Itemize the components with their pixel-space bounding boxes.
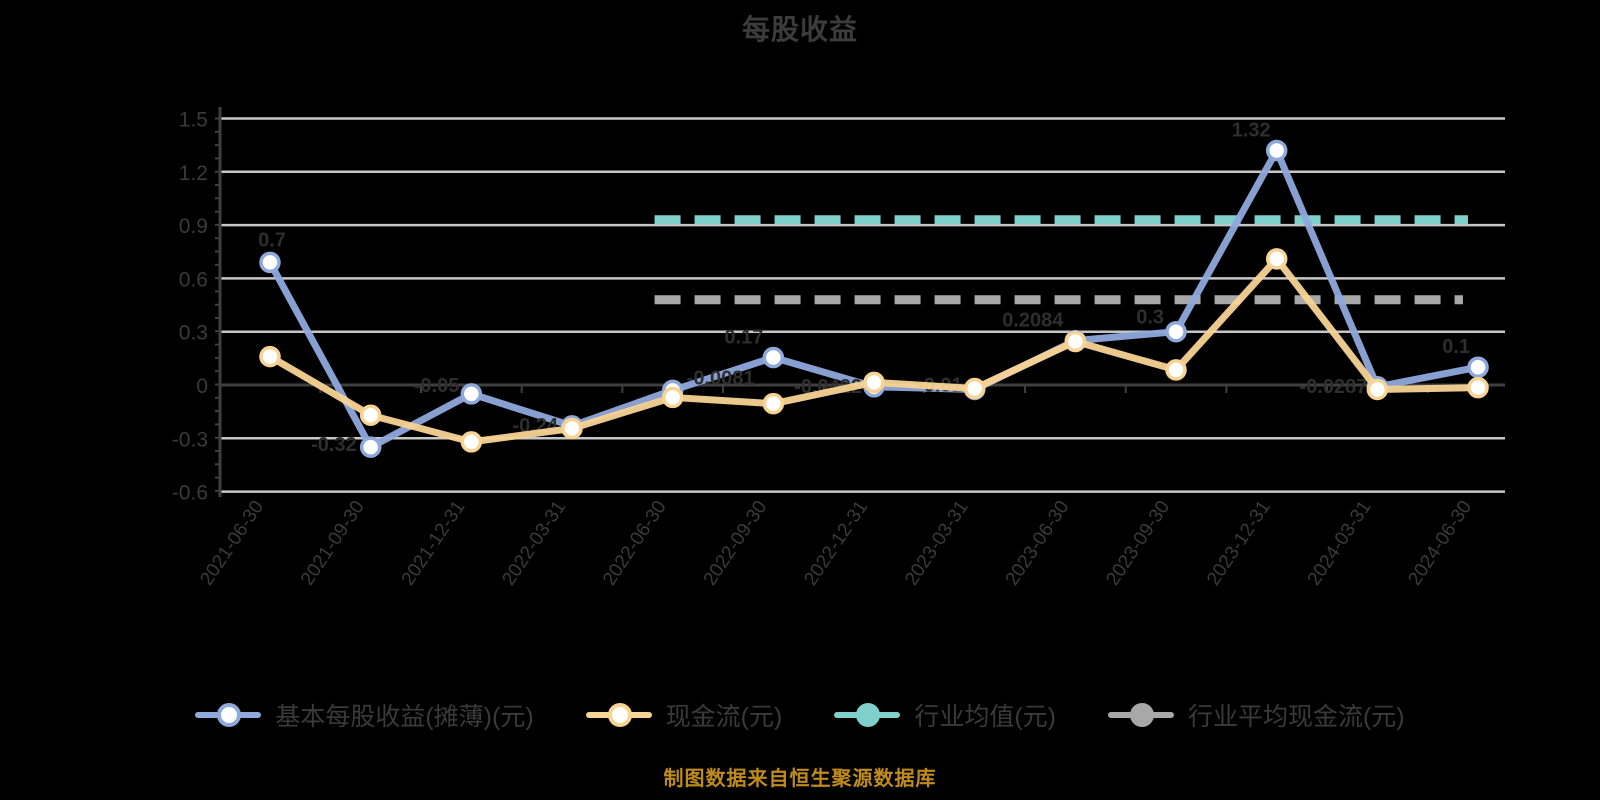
x-tick-label: 2021-12-31 bbox=[398, 497, 470, 589]
y-tick-label: 1.2 bbox=[179, 162, 208, 185]
x-tick-label: 2022-03-31 bbox=[498, 497, 570, 589]
data-label: 0.17 bbox=[724, 326, 763, 348]
x-tick-label: 2023-09-30 bbox=[1102, 497, 1174, 589]
x-tick-label: 2023-03-31 bbox=[901, 497, 973, 589]
x-tick-label: 2024-06-30 bbox=[1404, 497, 1476, 589]
x-tick-label: 2022-06-30 bbox=[599, 497, 671, 589]
data-point[interactable] bbox=[460, 431, 483, 453]
legend-label-eps: 基本每股收益(摊薄)(元) bbox=[275, 703, 534, 731]
data-source-note: 制图数据来自恒生聚源数据库 bbox=[663, 768, 937, 790]
data-label: -0.0287 bbox=[1300, 376, 1368, 398]
legend-item-cashflow[interactable]: 现金流(元) bbox=[585, 697, 783, 733]
x-tick-label: 2023-06-30 bbox=[1002, 497, 1074, 589]
data-point[interactable] bbox=[963, 377, 986, 400]
data-point[interactable] bbox=[259, 345, 281, 368]
y-tick-label: 0.3 bbox=[179, 322, 208, 345]
data-label: 1.32 bbox=[1232, 119, 1271, 141]
data-label: 0.7 bbox=[258, 229, 286, 251]
data-point[interactable] bbox=[1265, 139, 1288, 162]
legend-label-industry-avg: 行业均值(元) bbox=[914, 703, 1056, 731]
data-label: 0.3 bbox=[1136, 307, 1164, 329]
data-label: -0.0081 bbox=[687, 367, 755, 389]
data-label: -0.32 bbox=[311, 434, 357, 456]
y-tick-label: 1.5 bbox=[179, 108, 208, 131]
data-point[interactable] bbox=[762, 346, 785, 369]
data-point[interactable] bbox=[359, 436, 382, 458]
data-point[interactable] bbox=[1165, 359, 1187, 381]
data-point[interactable] bbox=[1467, 356, 1489, 378]
x-tick-label: 2023-12-31 bbox=[1203, 497, 1275, 589]
legend-marker-cashflow-icon bbox=[585, 702, 652, 728]
data-point[interactable] bbox=[863, 371, 885, 394]
data-point[interactable] bbox=[561, 417, 583, 440]
x-tick-label: 2021-06-30 bbox=[196, 497, 268, 589]
legend-item-industry-avg-cashflow[interactable]: 行业平均现金流(元) bbox=[1107, 697, 1405, 733]
data-point[interactable] bbox=[1064, 330, 1087, 353]
data-point[interactable] bbox=[1165, 320, 1187, 343]
data-point[interactable] bbox=[661, 386, 684, 409]
data-point[interactable] bbox=[1467, 376, 1489, 399]
y-tick-label: -0.3 bbox=[172, 428, 208, 451]
x-tick-label: 2024-03-31 bbox=[1304, 497, 1376, 589]
legend-marker-eps-icon bbox=[195, 702, 262, 728]
data-label: -0.05 bbox=[414, 375, 460, 397]
legend-item-eps[interactable]: 基本每股收益(摊薄)(元) bbox=[195, 697, 534, 733]
y-tick-label: -0.6 bbox=[172, 482, 208, 505]
data-label: 0.1 bbox=[1442, 336, 1470, 358]
data-point[interactable] bbox=[1265, 248, 1288, 270]
y-tick-label: 0 bbox=[196, 375, 208, 398]
legend-marker-industry-avg-icon bbox=[834, 702, 901, 728]
y-tick-label: 0.6 bbox=[179, 268, 208, 291]
legend-item-industry-avg[interactable]: 行业均值(元) bbox=[834, 697, 1056, 733]
data-point[interactable] bbox=[460, 383, 483, 405]
y-tick-label: 0.9 bbox=[179, 215, 208, 238]
data-point[interactable] bbox=[1366, 378, 1389, 401]
legend-label-industry-avg-cashflow: 行业平均现金流(元) bbox=[1187, 703, 1405, 731]
legend: 基本每股收益(摊薄)(元) 现金流(元) 行业均值(元) 行业平均现金流(元) bbox=[0, 697, 1600, 733]
series-line bbox=[266, 255, 1482, 446]
legend-marker-industry-avg-cashflow-icon bbox=[1107, 702, 1174, 728]
x-tick-label: 2022-12-31 bbox=[800, 497, 872, 589]
plot-area: 1.5 1.2 0.9 0.6 0.3 0 -0.3 -0.6 0.7 -0.32 -0.05 -0.… bbox=[172, 107, 1505, 589]
data-point[interactable] bbox=[762, 392, 785, 415]
data-label: 0.2084 bbox=[1002, 310, 1064, 332]
x-tick-label: 2022-09-30 bbox=[700, 497, 772, 589]
chart-title: 每股收益 bbox=[741, 14, 858, 45]
x-tick-label: 2021-09-30 bbox=[297, 497, 369, 589]
data-point[interactable] bbox=[259, 251, 281, 274]
legend-label-cashflow: 现金流(元) bbox=[665, 703, 783, 731]
data-point[interactable] bbox=[359, 404, 382, 426]
